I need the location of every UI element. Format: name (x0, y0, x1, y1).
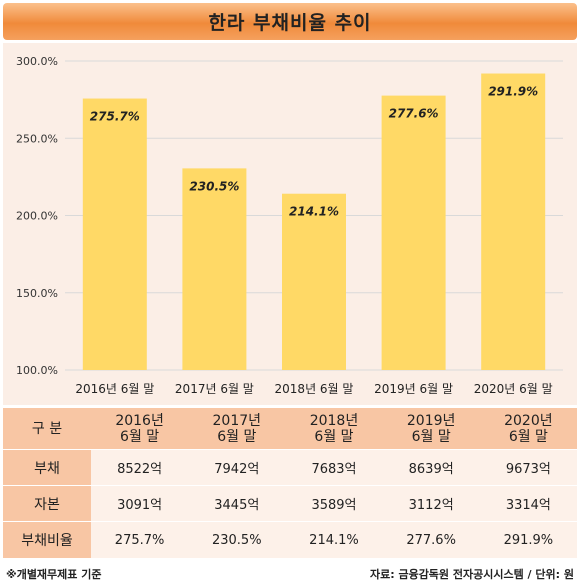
x-tick-label: 2020년 6월 말 (474, 382, 553, 396)
chart-title: 한라 부채비율 추이 (208, 12, 372, 34)
bar (481, 73, 546, 370)
table-column-header: 2018년 6월 말 (285, 406, 383, 450)
table-column-header: 2016년 6월 말 (91, 406, 189, 450)
table-cell: 3091억 (91, 485, 189, 522)
table-column-header: 2020년 6월 말 (479, 406, 577, 450)
table-cell: 3445억 (188, 485, 286, 522)
bar (82, 98, 147, 370)
row-label: 부채비율 (3, 521, 91, 558)
table-column-header: 2019년 6월 말 (382, 406, 480, 450)
table-cell: 3589억 (285, 485, 383, 522)
column-header-line: 2018년 (309, 412, 359, 429)
y-tick-label: 200.0% (16, 210, 58, 223)
table-row: 부채 8522억 7942억 7683억 8639억 9673억 (3, 449, 577, 486)
table-row: 자본 3091억 3445억 3589억 3112억 3314억 (3, 485, 577, 522)
x-tick-label: 2016년 6월 말 (75, 382, 154, 396)
column-header-line: 2017년 (212, 412, 262, 429)
row-label: 자본 (3, 485, 91, 522)
column-header-line: 6월 말 (120, 428, 160, 445)
table-cell: 275.7% (91, 521, 189, 558)
source-note: 자료: 금융감독원 전자공시시스템 / 단위: 원 (369, 568, 574, 581)
bar (282, 193, 346, 370)
bar-chart: 100.0% 150.0% 200.0% 250.0% 300.0% 275.7% 2016… (16, 55, 563, 396)
bar-value-label: 214.1% (289, 205, 339, 219)
column-header-line: 6월 말 (217, 428, 257, 445)
table-column-header: 2017년 6월 말 (188, 406, 286, 450)
table-cell: 214.1% (285, 521, 383, 558)
bar-value-label: 275.7% (90, 110, 140, 124)
table-cell: 277.6% (382, 521, 480, 558)
table-row: 부채비율 275.7% 230.5% 214.1% 277.6% 291.9% (3, 521, 577, 558)
bar-value-label: 277.6% (389, 107, 439, 121)
bar-value-label: 230.5% (189, 179, 239, 193)
table-cell: 7683억 (285, 449, 383, 486)
bar-value-label: 291.9% (488, 85, 538, 99)
table-cell: 3314억 (479, 485, 577, 522)
table-cell: 9673억 (479, 449, 577, 486)
table-header-label: 구 분 (3, 406, 91, 450)
y-tick-label: 100.0% (16, 364, 58, 377)
chart-area: 100.0% 150.0% 200.0% 250.0% 300.0% 275.7% 2016… (3, 43, 577, 405)
y-tick-label: 250.0% (16, 132, 58, 145)
x-tick-label: 2019년 6월 말 (374, 382, 453, 396)
column-header-line: 2019년 (406, 412, 456, 429)
bar (182, 168, 247, 370)
table-cell: 8639억 (382, 449, 480, 486)
y-tick-label: 300.0% (16, 55, 58, 68)
chart-title-bar: 한라 부채비율 추이 (3, 3, 577, 40)
y-tick-label: 150.0% (16, 287, 58, 300)
footnote: ※개별재무제표 기준 (6, 568, 102, 581)
column-header-line: 6월 말 (314, 428, 354, 445)
table-cell: 230.5% (188, 521, 286, 558)
table-cell: 7942억 (188, 449, 286, 486)
column-header-line: 2016년 (115, 412, 164, 429)
column-header-line: 6월 말 (411, 428, 451, 445)
table-cell: 3112억 (382, 485, 480, 522)
row-label: 부채 (3, 449, 91, 486)
table-cell: 291.9% (479, 521, 577, 558)
x-tick-label: 2017년 6월 말 (175, 382, 254, 396)
table-cell: 8522억 (91, 449, 189, 486)
bar (381, 95, 446, 370)
x-tick-label: 2018년 6월 말 (275, 382, 354, 396)
column-header-line: 2020년 (504, 412, 553, 429)
column-header-line: 6월 말 (508, 428, 548, 445)
